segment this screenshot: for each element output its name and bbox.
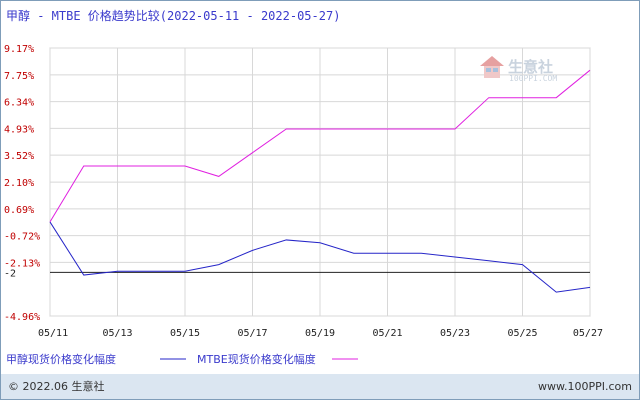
footer-website[interactable]: www.100PPI.com (538, 380, 632, 393)
y-tick-labels: 9.17% 7.75% 6.34% 4.93% 3.52% 2.10% 0.69% -0.72… (4, 44, 40, 323)
x-tick-label: 05/15 (170, 328, 200, 339)
legend-label-methanol: 甲醇现货价格变化幅度 (6, 352, 116, 366)
y-tick-label: -0.72% (4, 232, 40, 243)
y-tick-label: -4.96% (4, 312, 40, 323)
footer-copyright: © 2022.06 生意社 (8, 379, 104, 393)
x-tick-label: 05/23 (440, 328, 470, 339)
footer-bar (1, 374, 639, 399)
x-tick-label: 05/17 (237, 328, 267, 339)
y-tick-label: -2 (4, 268, 16, 279)
x-tick-label: 05/13 (102, 328, 132, 339)
series-line-1 (49, 69, 591, 223)
x-tick-label: 05/19 (305, 328, 335, 339)
x-tick-label: 05/11 (38, 328, 68, 339)
series-line-0 (49, 221, 591, 293)
y-tick-label: -2.13% (4, 258, 40, 269)
house-logo-icon (480, 56, 504, 78)
y-tick-label: 2.10% (4, 178, 34, 189)
series-layer (49, 69, 591, 293)
watermark-logo: 生意社 100PPI.COM (480, 56, 557, 83)
y-tick-label: 0.69% (4, 205, 34, 216)
legend-label-mtbe: MTBE现货价格变化幅度 (197, 352, 316, 366)
x-tick-label: 05/27 (573, 328, 603, 339)
x-tick-label: 05/21 (372, 328, 402, 339)
legend: 甲醇现货价格变化幅度 MTBE现货价格变化幅度 (6, 352, 358, 366)
y-tick-label: 4.93% (4, 124, 34, 135)
x-tick-labels: 05/11 05/13 05/15 05/17 05/19 05/21 05/23 05/25… (38, 328, 603, 339)
y-tick-label: 6.34% (4, 98, 34, 109)
y-tick-label: 3.52% (4, 151, 34, 162)
watermark-brand: 生意社 (508, 58, 553, 76)
chart-title: 甲醇 - MTBE 价格趋势比较(2022-05-11 - 2022-05-27… (6, 8, 340, 23)
y-tick-label: 7.75% (4, 71, 34, 82)
y-tick-label: 9.17% (4, 44, 34, 55)
x-tick-label: 05/25 (507, 328, 537, 339)
watermark-url: 100PPI.COM (509, 74, 557, 83)
